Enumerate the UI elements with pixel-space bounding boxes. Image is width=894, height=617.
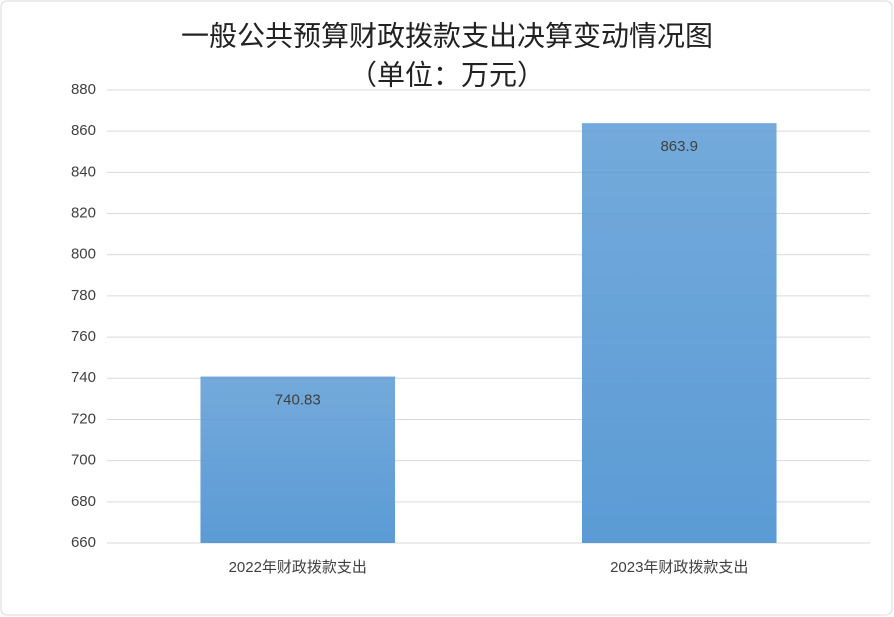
y-tick-label: 800: [71, 246, 96, 263]
y-tick-label: 700: [71, 452, 96, 469]
y-tick-label: 760: [71, 328, 96, 345]
data-label: 863.9: [660, 138, 698, 155]
bar: [581, 123, 777, 543]
data-label: 740.83: [275, 392, 321, 409]
x-tick-label: 2022年财政拨款支出: [229, 559, 367, 576]
y-tick-label: 680: [71, 493, 96, 510]
y-tick-label: 880: [71, 81, 96, 98]
chart-title: 一般公共预算财政拨款支出决算变动情况图: [181, 20, 713, 53]
bar: [200, 376, 396, 543]
y-tick-label: 780: [71, 287, 96, 304]
y-tick-label: 740: [71, 369, 96, 386]
chart-subtitle: （单位：万元）: [349, 59, 545, 92]
y-tick-label: 860: [71, 122, 96, 139]
y-tick-label: 720: [71, 410, 96, 427]
y-tick-label: 820: [71, 205, 96, 222]
x-tick-label: 2023年财政拨款支出: [610, 559, 748, 576]
y-tick-label: 660: [71, 534, 96, 551]
y-tick-label: 840: [71, 163, 96, 180]
